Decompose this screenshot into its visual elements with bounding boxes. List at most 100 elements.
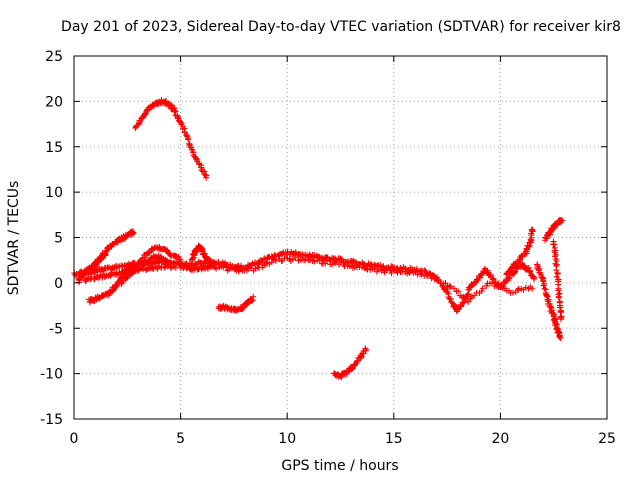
data-point — [527, 268, 534, 275]
chart-title: Day 201 of 2023, Sidereal Day-to-day VTE… — [61, 19, 621, 35]
data-point — [324, 258, 331, 265]
series-seg-13h — [331, 345, 370, 381]
data-point — [144, 266, 151, 273]
y-tick-label: -5 — [49, 321, 63, 337]
x-tick-label: 20 — [491, 431, 509, 447]
data-point — [213, 265, 220, 272]
data-point — [525, 243, 532, 250]
data-point — [354, 357, 361, 364]
data-point — [483, 282, 490, 289]
data-point — [557, 334, 564, 341]
series-seg-7h — [215, 293, 257, 314]
y-tick-label: 0 — [54, 276, 63, 292]
data-point — [418, 271, 425, 278]
x-tick-label: 5 — [176, 431, 185, 447]
points — [71, 97, 566, 381]
data-point — [183, 131, 190, 138]
series-low-start — [86, 259, 138, 306]
data-point — [556, 333, 563, 340]
data-point — [131, 259, 138, 266]
data-point — [203, 174, 210, 181]
data-point — [460, 294, 467, 301]
data-point — [427, 272, 434, 279]
data-point — [161, 264, 168, 271]
data-point — [530, 275, 537, 282]
data-point — [316, 257, 323, 264]
data-point — [555, 294, 562, 301]
ticks — [73, 55, 608, 420]
series-bump-6h — [188, 242, 216, 270]
y-tick-label: 5 — [54, 231, 63, 247]
data-point — [490, 276, 497, 283]
data-point — [447, 284, 454, 291]
data-point — [72, 272, 79, 279]
data-point — [511, 269, 518, 276]
data-point — [465, 298, 472, 305]
y-tick-label: -10 — [40, 367, 63, 383]
data-point — [455, 306, 462, 313]
data-point — [250, 293, 257, 300]
series-high-arc — [132, 97, 210, 181]
series-rising-arc — [87, 228, 137, 278]
data-point — [559, 217, 566, 224]
data-point — [479, 285, 486, 292]
y-tick-label: 15 — [45, 140, 63, 156]
data-point — [362, 345, 369, 352]
y-tick-label: 20 — [45, 94, 63, 110]
data-point — [222, 264, 229, 271]
data-point — [464, 291, 471, 298]
y-tick-label: -15 — [40, 412, 63, 428]
data-point — [292, 254, 299, 261]
data-point — [170, 104, 177, 111]
data-point — [240, 304, 247, 311]
x-tick-label: 15 — [385, 431, 403, 447]
data-point — [142, 110, 149, 117]
data-point — [550, 241, 557, 248]
data-point — [249, 297, 256, 304]
data-point — [311, 258, 318, 265]
data-point — [505, 275, 512, 282]
data-point — [110, 287, 117, 294]
data-point — [558, 316, 565, 323]
data-point — [185, 136, 192, 143]
data-point — [226, 266, 233, 273]
x-tick-label: 0 — [70, 431, 79, 447]
data-point — [519, 253, 526, 260]
data-point — [331, 260, 338, 267]
data-point — [466, 284, 473, 291]
series-hump-lower — [126, 252, 175, 277]
data-point — [428, 275, 435, 282]
data-point — [198, 167, 205, 174]
data-point — [375, 266, 382, 273]
y-tick-labels: -15 -10 -5 0 5 10 15 20 25 — [40, 49, 63, 428]
data-point — [176, 256, 183, 263]
data-point — [171, 107, 178, 114]
data-point — [478, 288, 485, 295]
series-drop-down — [534, 261, 564, 341]
series-drop-side — [550, 238, 565, 323]
data-point — [447, 296, 454, 303]
data-point — [509, 289, 516, 296]
data-point — [553, 267, 560, 274]
data-point — [236, 266, 243, 273]
data-point — [446, 283, 453, 290]
data-point — [102, 251, 109, 258]
series-jump-up — [542, 217, 566, 244]
data-point — [541, 285, 548, 292]
y-tick-label: 25 — [45, 49, 63, 65]
data-point — [509, 264, 516, 271]
data-point — [363, 265, 370, 272]
y-tick-label: 10 — [45, 185, 63, 201]
data-point — [540, 282, 547, 289]
x-tick-label: 10 — [278, 431, 296, 447]
data-point — [201, 251, 208, 258]
data-point — [554, 270, 561, 277]
data-point — [272, 257, 279, 264]
data-point — [199, 247, 206, 254]
data-point — [209, 263, 216, 270]
data-point — [307, 256, 314, 263]
data-point — [455, 288, 462, 295]
data-point — [512, 268, 519, 275]
data-point — [228, 265, 235, 272]
data-point — [329, 261, 336, 268]
